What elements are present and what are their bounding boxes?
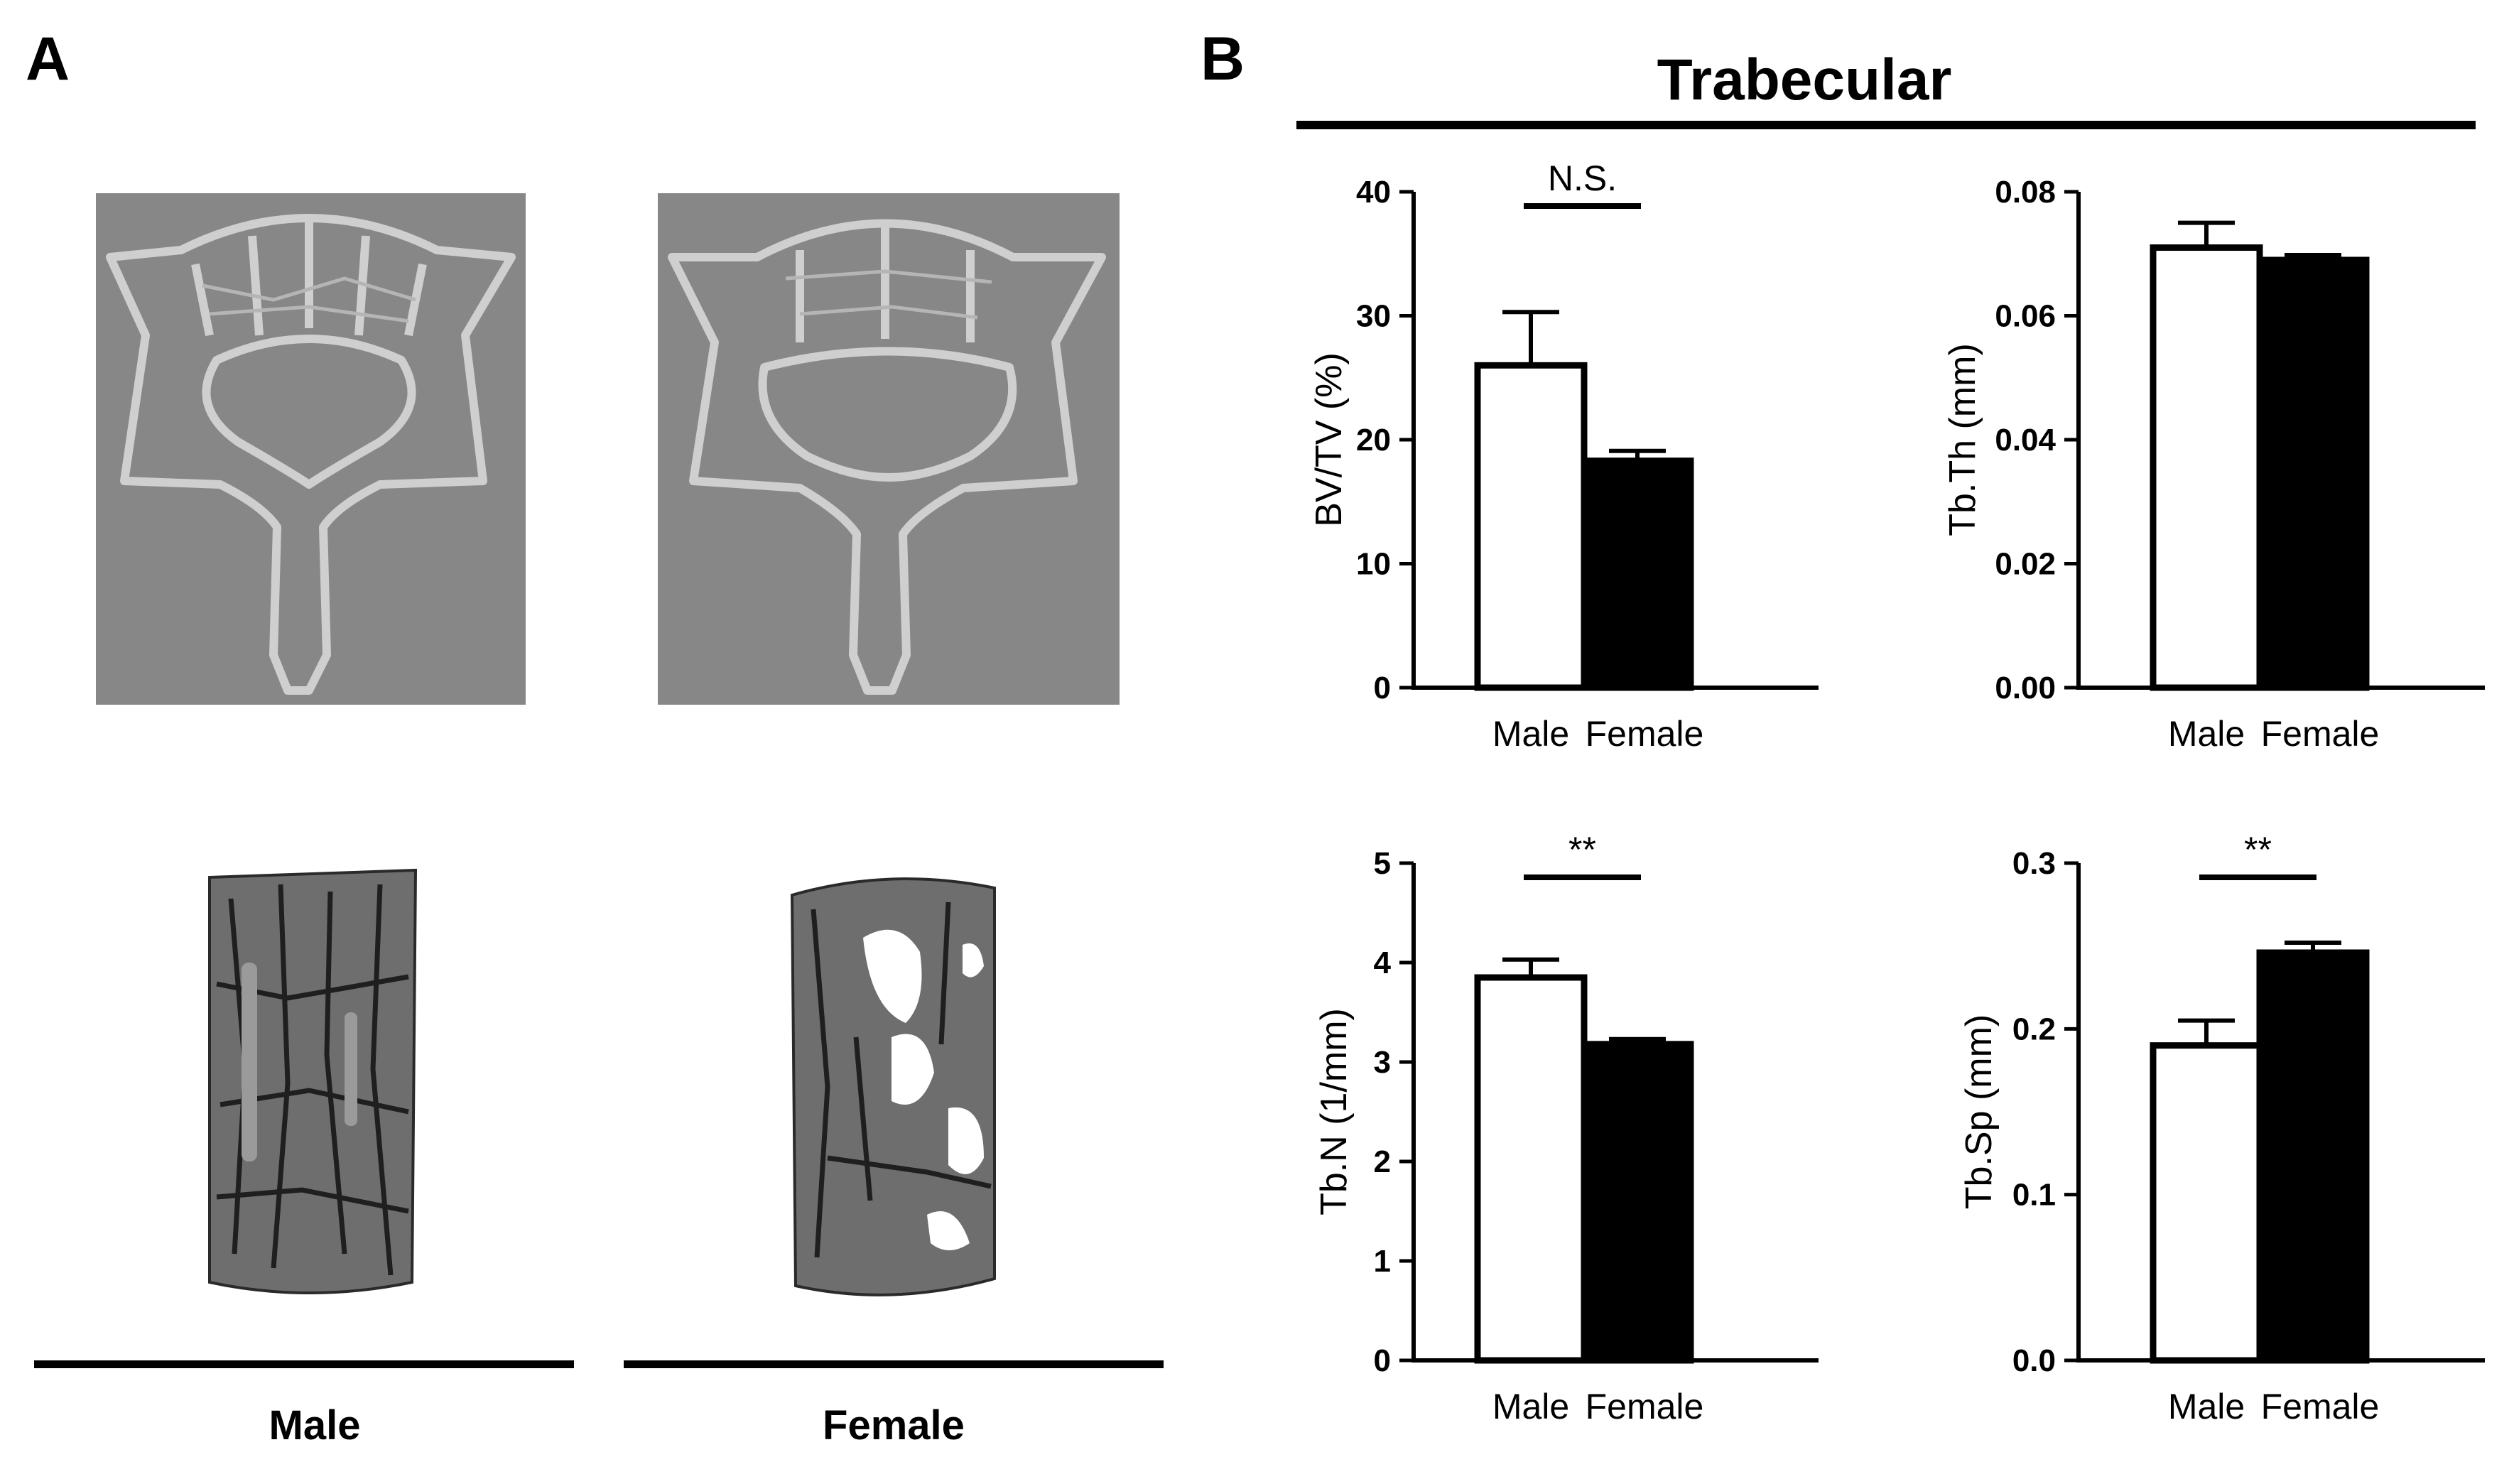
y-tick-label: 0 [1374, 671, 1391, 705]
male-group-label: Male [269, 1402, 361, 1448]
panel-b-title: Trabecular [1657, 48, 1952, 112]
x-tick-label: Female [2261, 1387, 2380, 1426]
y-tick-label: 0.1 [2012, 1178, 2056, 1213]
y-tick-label: 40 [1356, 175, 1391, 210]
bar-male [1474, 974, 1588, 1364]
chart-2: 0.00 0.02 0.04 0.06 0.08 Tb.Th (mm) Male Female [1942, 175, 2485, 754]
significance-label: ** [1568, 830, 1596, 870]
y-tick-label: 0.06 [1995, 299, 2056, 334]
male-ct-slice [96, 193, 526, 705]
y-tick-label: 5 [1374, 846, 1391, 881]
panel-a-letter: A [26, 25, 70, 93]
bar-female [2256, 256, 2370, 691]
panel-b-title-rule [1296, 121, 2476, 129]
y-axis-label: Tb.N (1/mm) [1313, 1008, 1355, 1215]
bar-male [2150, 1042, 2263, 1364]
significance-label: N.S. [1548, 158, 1617, 198]
y-tick-label: 4 [1374, 946, 1392, 980]
x-tick-label: Female [1586, 714, 1704, 754]
female-ct-slice [658, 193, 1120, 705]
bar-male [2150, 244, 2263, 691]
x-tick-label: Male [2168, 1387, 2245, 1426]
y-tick-label: 10 [1356, 547, 1391, 582]
bar-female [1581, 1041, 1694, 1364]
chart-1: 0 10 20 30 40 BV/TV (%) Male Female N.S. [1308, 158, 1819, 754]
y-tick-label: 30 [1356, 299, 1391, 334]
female-3d-trabecular-render [790, 877, 996, 1296]
y-axis-label: BV/TV (%) [1308, 352, 1350, 527]
y-tick-label: 0.00 [1995, 671, 2056, 705]
y-tick-label: 0.2 [2012, 1012, 2056, 1046]
y-tick-label: 20 [1356, 423, 1391, 457]
bar-female [2256, 949, 2370, 1364]
y-tick-label: 2 [1374, 1144, 1391, 1179]
y-axis-label: Tb.Sp (mm) [1958, 1014, 2000, 1209]
panel-b-letter: B [1201, 25, 1245, 93]
y-tick-label: 0.0 [2012, 1343, 2056, 1378]
female-group-line [624, 1360, 1164, 1368]
y-tick-label: 0.02 [1995, 547, 2056, 582]
x-tick-label: Female [1586, 1387, 1704, 1426]
chart-3: 0 1 2 3 4 5 Tb.N (1/mm) Male Female ** [1313, 830, 1819, 1426]
female-group-label: Female [823, 1402, 965, 1448]
chart-4: 0.0 0.1 0.2 0.3 Tb.Sp (mm) Male Female ** [1958, 830, 2485, 1426]
x-tick-label: Female [2261, 714, 2380, 754]
y-tick-label: 1 [1374, 1244, 1391, 1279]
y-tick-label: 0.3 [2012, 846, 2056, 881]
bar-male [1474, 362, 1588, 691]
x-tick-label: Male [1492, 714, 1569, 754]
male-3d-trabecular-render [208, 868, 418, 1294]
y-axis-label: Tb.Th (mm) [1942, 343, 1983, 536]
y-tick-label: 0.04 [1995, 423, 2056, 457]
y-tick-label: 0 [1374, 1343, 1391, 1378]
y-tick-label: 3 [1374, 1045, 1391, 1080]
significance-label: ** [2244, 830, 2272, 870]
bar-female [1581, 457, 1694, 691]
y-tick-label: 0.08 [1995, 175, 2056, 210]
male-group-line [34, 1360, 574, 1368]
x-tick-label: Male [2168, 714, 2245, 754]
x-tick-label: Male [1492, 1387, 1569, 1426]
